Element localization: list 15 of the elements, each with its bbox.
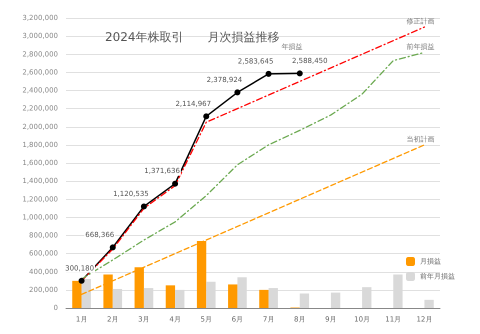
bar	[424, 300, 434, 308]
bar	[228, 284, 238, 308]
point	[172, 180, 178, 187]
point	[266, 70, 272, 77]
point	[203, 113, 210, 120]
text: 2024年株取引 月次損益推移	[105, 30, 280, 44]
bar	[300, 294, 310, 308]
point	[296, 70, 303, 76]
bar	[259, 290, 269, 308]
bar	[82, 279, 91, 308]
point	[140, 203, 147, 210]
point	[110, 244, 116, 250]
bar	[166, 285, 176, 308]
point	[78, 278, 85, 284]
point	[234, 89, 240, 96]
